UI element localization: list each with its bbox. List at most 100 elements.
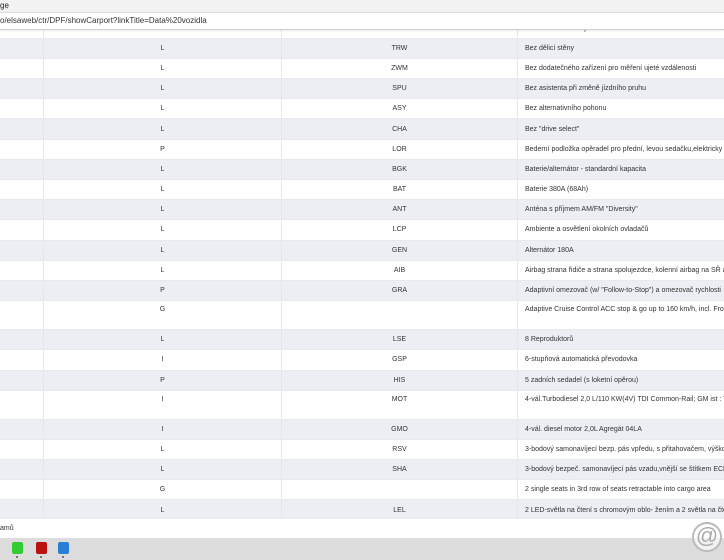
code-cell: ANT xyxy=(281,199,518,221)
code-cell: LCP xyxy=(281,219,518,241)
row-spacer-cell xyxy=(0,419,44,440)
table-row: L SPU Bez asistenta při změně jízdního p… xyxy=(0,78,724,100)
description-cell: Alternátor 180A xyxy=(517,240,724,261)
type-cell: I xyxy=(43,349,282,371)
table-row: G 2 single seats in 3rd row of seats ret… xyxy=(0,479,724,501)
pdf-reader-icon[interactable] xyxy=(36,542,47,554)
code-cell: BGK xyxy=(281,159,518,181)
type-cell: G xyxy=(43,479,282,501)
description-cell: 2 LED-světla na čtení s chromovým oblo- … xyxy=(517,499,724,519)
type-cell: L xyxy=(43,459,282,481)
code-cell: HIS xyxy=(281,370,518,391)
table-row: I MOT 4-vál.Turbodiesel 2,0 L/110 KW(4V)… xyxy=(0,390,724,420)
code-cell: AIB xyxy=(281,260,518,281)
table-row: G Adaptive Cruise Control ACC stop & go … xyxy=(0,300,724,331)
table-row: L LEL 2 LED-světla na čtení s chromovým … xyxy=(0,499,724,519)
code-cell: GRA xyxy=(281,280,518,302)
table-row: P LOR Bederní podložka opěradel pro před… xyxy=(0,139,724,160)
row-spacer-cell xyxy=(0,78,44,100)
row-spacer-cell xyxy=(0,118,44,140)
table-row: I GSP 6-stupňová automatická převodovka xyxy=(0,349,724,371)
row-spacer-cell xyxy=(0,219,44,241)
code-cell: ASY xyxy=(281,98,518,120)
code-cell: MOT xyxy=(281,390,518,420)
table-row: I GMO 4-vál. diesel motor 2,0L Agregát 0… xyxy=(0,419,724,440)
row-spacer-cell xyxy=(0,159,44,181)
table-row: L ZWM Bez dodatečného zařízení pro měřen… xyxy=(0,58,724,80)
at-sign-watermark-icon: @ xyxy=(692,522,722,552)
row-spacer-cell xyxy=(0,280,44,302)
description-cell: Bez alternativního pohonu xyxy=(517,98,724,120)
row-spacer-cell xyxy=(0,98,44,120)
table-row: L GEN Alternátor 180A xyxy=(0,240,724,261)
address-bar[interactable]: o/elsaweb/ctr/DPF/showCarport?linkTitle=… xyxy=(0,12,724,30)
table-row: L RSV 3-bodový samonavíjecí bezp. pás vp… xyxy=(0,439,724,461)
type-cell: L xyxy=(43,179,282,201)
type-cell: L xyxy=(43,38,282,59)
type-cell: L xyxy=(43,240,282,261)
description-cell: 2 single seats in 3rd row of seats retra… xyxy=(517,479,724,501)
taskbar xyxy=(0,538,724,560)
description-cell: Baterie 380A (68Ah) xyxy=(517,179,724,201)
code-cell xyxy=(281,300,518,331)
description-cell: Baterie/alternátor - standardní kapacita xyxy=(517,159,724,181)
row-spacer-cell xyxy=(0,179,44,201)
table-row: L BGK Baterie/alternátor - standardní ka… xyxy=(0,159,724,181)
description-cell: Ambiente a osvětlení okolních ovladačů xyxy=(517,219,724,241)
code-cell: BAT xyxy=(281,179,518,201)
description-cell: 4-vál.Turbodiesel 2,0 L/110 KW(4V) TDI C… xyxy=(517,390,724,420)
table-row: L SHA 3-bodový bezpeč. samonavíjecí pás … xyxy=(0,459,724,481)
row-spacer-cell xyxy=(0,439,44,461)
type-cell: I xyxy=(43,419,282,440)
code-cell: LEL xyxy=(281,499,518,519)
type-cell: L xyxy=(43,499,282,519)
description-cell: 3-bodový samonavíjecí bezp. pás vpředu, … xyxy=(517,439,724,461)
table-row: L LSE 8 Reproduktorů xyxy=(0,329,724,351)
table-row: L AIB Airbag strana řidiče a strana spol… xyxy=(0,260,724,281)
type-cell: L xyxy=(43,219,282,241)
row-spacer-cell xyxy=(0,240,44,261)
type-cell: L xyxy=(43,118,282,140)
type-cell: L xyxy=(43,58,282,80)
row-spacer-cell xyxy=(0,390,44,420)
description-cell: Adaptivní omezovač (w/ "Follow-to-Stop")… xyxy=(517,280,724,302)
code-cell: GSP xyxy=(281,349,518,371)
type-cell: L xyxy=(43,159,282,181)
table-row: L CHA Bez "drive select" xyxy=(0,118,724,140)
type-cell: P xyxy=(43,370,282,391)
row-spacer-cell xyxy=(0,58,44,80)
row-spacer-cell xyxy=(0,199,44,221)
type-cell: L xyxy=(43,78,282,100)
code-cell: TRW xyxy=(281,38,518,59)
code-cell: RSV xyxy=(281,439,518,461)
code-cell: GEN xyxy=(281,240,518,261)
code-cell: GMO xyxy=(281,419,518,440)
description-cell: Anténa s příjmem AM/FM "Diversity" xyxy=(517,199,724,221)
row-spacer-cell xyxy=(0,139,44,160)
type-cell: L xyxy=(43,260,282,281)
row-spacer-cell xyxy=(0,499,44,519)
table-row: L TRW Bez dělicí stěny xyxy=(0,38,724,59)
vehicle-data-table: L KIS Bez dětské sedačky L TRW Bez dělic… xyxy=(0,18,724,519)
type-cell: L xyxy=(43,439,282,461)
type-cell: P xyxy=(43,280,282,302)
type-cell: L xyxy=(43,199,282,221)
description-cell: Bez dodatečného zařízení pro měření ujet… xyxy=(517,58,724,80)
description-cell: 8 Reproduktorů xyxy=(517,329,724,351)
table-row: L LCP Ambiente a osvětlení okolních ovla… xyxy=(0,219,724,241)
code-cell: SHA xyxy=(281,459,518,481)
row-spacer-cell xyxy=(0,370,44,391)
row-spacer-cell xyxy=(0,38,44,59)
clover-app-icon[interactable] xyxy=(12,542,23,554)
document-app-icon[interactable] xyxy=(58,542,69,554)
table-row: P GRA Adaptivní omezovač (w/ "Follow-to-… xyxy=(0,280,724,302)
description-cell: 5 zadních sedadel (s loketní opěrou) xyxy=(517,370,724,391)
type-cell: L xyxy=(43,329,282,351)
description-cell: Bez asistenta při změně jízdního pruhu xyxy=(517,78,724,100)
row-spacer-cell xyxy=(0,300,44,331)
code-cell: ZWM xyxy=(281,58,518,80)
description-cell: Bez dělicí stěny xyxy=(517,38,724,59)
table-row: L ANT Anténa s příjmem AM/FM "Diversity" xyxy=(0,199,724,221)
description-cell: 6-stupňová automatická převodovka xyxy=(517,349,724,371)
table-row: L BAT Baterie 380A (68Ah) xyxy=(0,179,724,201)
